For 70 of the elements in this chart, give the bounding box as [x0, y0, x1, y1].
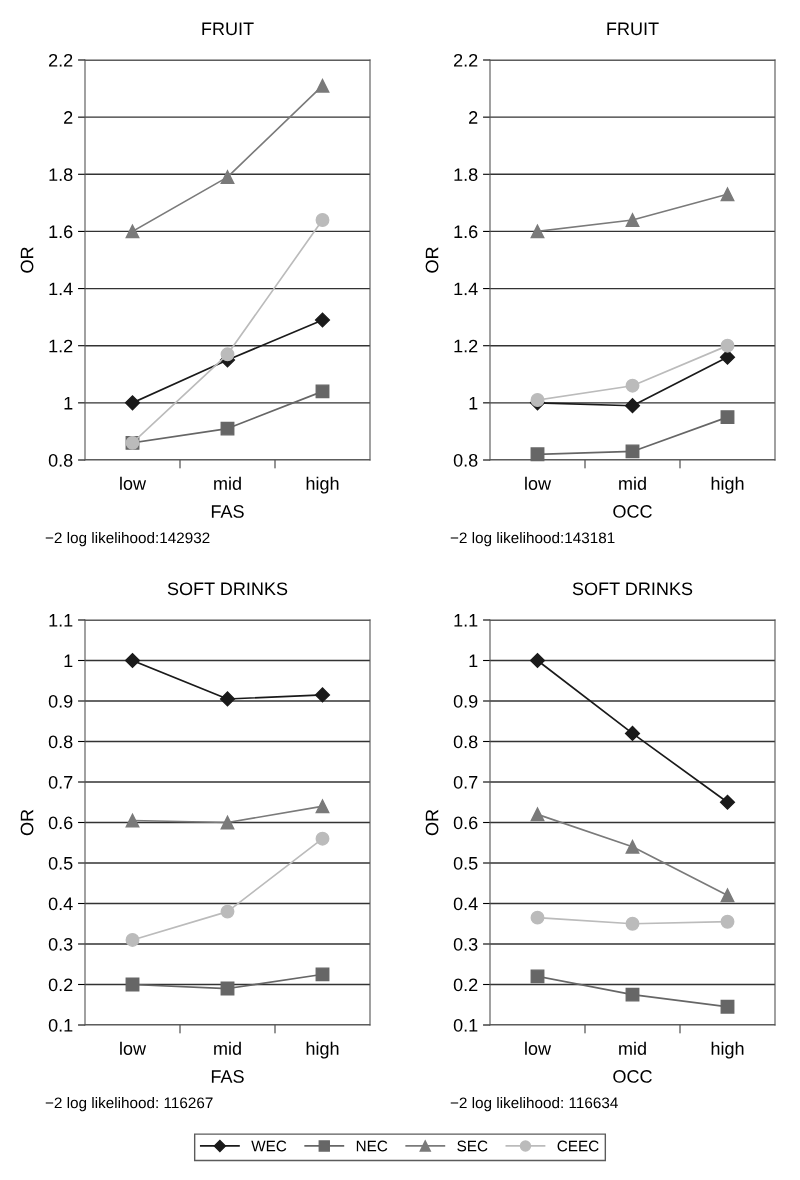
- x-axis-title: FAS: [211, 505, 244, 518]
- x-axis-title: FAS: [211, 1070, 244, 1083]
- chart-title: FRUIT: [202, 22, 254, 36]
- y-tick-label: 2.2: [49, 53, 73, 67]
- y-tick-label: 0.7: [48, 775, 73, 789]
- y-tick-label: 2: [64, 111, 73, 124]
- y-tick-label: 0.8: [48, 735, 73, 749]
- x-tick-label: low: [120, 476, 147, 490]
- y-tick-label: 0.6: [453, 816, 478, 830]
- x-tick-label: low: [120, 1041, 147, 1055]
- y-tick-label: 1.6: [49, 225, 73, 239]
- chart-title: SOFT DRINKS: [572, 582, 693, 596]
- y-tick-label: 1.2: [49, 339, 73, 353]
- y-tick-label: 1: [469, 396, 478, 410]
- y-tick-label: 0.7: [453, 775, 478, 789]
- text: −2 log likelihood: 116267: [45, 1097, 213, 1112]
- y-tick-label: 1: [469, 654, 478, 668]
- y-tick-label: 0.3: [48, 937, 73, 951]
- y-tick-label: 1.1: [49, 614, 73, 627]
- text: −2 log likelihood: 116634: [450, 1097, 618, 1112]
- x-tick-label: high: [306, 1041, 339, 1059]
- x-axis-title: OCC: [613, 505, 652, 518]
- y-tick-label: 0.9: [48, 694, 73, 708]
- legend-label: NEC: [356, 1140, 388, 1152]
- y-tick-label: 0.6: [48, 816, 73, 830]
- y-axis-title: OR: [20, 809, 34, 836]
- chart-title: SOFT DRINKS: [167, 582, 288, 596]
- legend-label: CEEC: [557, 1140, 599, 1152]
- y-tick-label: 0.8: [48, 453, 73, 467]
- y-tick-label: 0.3: [453, 937, 478, 951]
- y-tick-label: 1.8: [49, 168, 73, 182]
- y-tick-label: 0.9: [453, 694, 478, 708]
- x-tick-label: low: [525, 476, 552, 490]
- y-tick-label: 1.4: [49, 282, 73, 296]
- y-tick-label: 1.8: [454, 168, 478, 182]
- legend-label: SEC: [457, 1140, 488, 1152]
- y-tick-label: 0.2: [48, 978, 73, 992]
- y-tick-label: 0.5: [453, 856, 478, 870]
- y-tick-label: 1.6: [454, 225, 478, 239]
- text: −2 log likelihood:142932: [45, 532, 210, 547]
- y-tick-label: 0.5: [48, 856, 73, 870]
- x-tick-label: mid: [619, 476, 646, 490]
- text: −2 log likelihood:143181: [450, 532, 615, 547]
- y-axis-title: OR: [20, 247, 34, 273]
- x-tick-label: mid: [619, 1041, 646, 1055]
- y-tick-label: 0.4: [48, 897, 73, 911]
- x-tick-label: mid: [214, 476, 241, 490]
- y-tick-label: 2: [469, 111, 478, 124]
- y-tick-label: 0.2: [453, 978, 478, 992]
- y-tick-label: 1.4: [454, 282, 478, 296]
- y-tick-label: 1: [64, 396, 73, 410]
- legend-label: WEC: [251, 1140, 287, 1152]
- y-tick-label: 1.1: [454, 614, 478, 627]
- x-tick-label: high: [711, 476, 744, 494]
- y-tick-label: 0.8: [453, 453, 478, 467]
- y-tick-label: 0.1: [48, 1018, 73, 1032]
- x-tick-label: high: [306, 476, 339, 494]
- x-tick-label: low: [525, 1041, 552, 1055]
- x-axis-title: OCC: [613, 1070, 652, 1083]
- x-tick-label: high: [711, 1041, 744, 1059]
- y-tick-label: 0.1: [453, 1018, 478, 1032]
- x-tick-label: mid: [214, 1041, 241, 1055]
- y-axis-title: OR: [425, 247, 439, 273]
- y-axis-title: OR: [425, 809, 439, 836]
- y-tick-label: 0.8: [453, 735, 478, 749]
- y-tick-label: 1: [64, 654, 73, 668]
- y-tick-label: 1.2: [454, 339, 478, 353]
- y-tick-label: 2.2: [454, 53, 478, 67]
- chart-title: FRUIT: [607, 22, 659, 36]
- y-tick-label: 0.4: [453, 897, 478, 911]
